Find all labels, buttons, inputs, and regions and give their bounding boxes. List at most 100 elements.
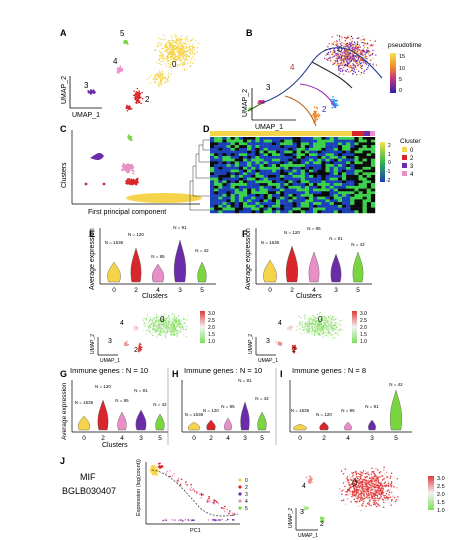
heatmap-cell xyxy=(333,177,339,181)
umap-b-point xyxy=(341,52,344,54)
umap-b-point xyxy=(314,110,317,113)
umap-f-point xyxy=(324,334,326,336)
heatmap-cell xyxy=(333,196,339,200)
heatmap-cell xyxy=(362,202,367,205)
umap-a-point xyxy=(186,68,188,70)
heatmap-cell xyxy=(247,183,252,186)
umap-f-tick-4: 1.0 xyxy=(360,339,367,345)
umap-a-point xyxy=(184,62,186,64)
heatmap-cell xyxy=(271,196,277,200)
umap-e-point xyxy=(133,327,135,329)
heatmap-cell xyxy=(210,139,215,143)
heatmap-cell xyxy=(251,188,256,192)
umap-a-point xyxy=(173,48,175,51)
heatmap-cell xyxy=(271,161,277,165)
panel-c-cluster-3-violin xyxy=(90,152,104,160)
heatmap-cell xyxy=(346,199,351,203)
umap-j-point xyxy=(373,486,376,488)
umap-a-point xyxy=(157,76,160,78)
umap-a-point xyxy=(146,78,148,81)
umap-f-point xyxy=(302,325,304,328)
umap-f-point xyxy=(318,325,320,327)
heatmap-cell xyxy=(313,199,318,203)
heatmap-cell xyxy=(271,137,277,140)
umap-j-point xyxy=(373,491,375,494)
heatmap-cell xyxy=(317,196,322,200)
heatmap-cell xyxy=(350,147,355,151)
n-label: N = 120 xyxy=(284,230,300,235)
heatmap-cell xyxy=(214,191,219,195)
umap-f-point xyxy=(318,313,321,315)
heatmap-cell xyxy=(300,191,306,195)
umap-a-point xyxy=(160,83,163,85)
umap-e-point xyxy=(142,318,144,320)
n-label: N = 120 xyxy=(316,412,332,417)
heatmap-cell xyxy=(325,207,330,211)
umap-j-point xyxy=(361,487,363,489)
heatmap-cell xyxy=(214,166,219,170)
umap-b-point xyxy=(340,59,342,61)
umap-f-point xyxy=(320,318,322,320)
heatmap-cell xyxy=(329,180,334,184)
heatmap-cell xyxy=(313,210,318,214)
heatmap-cell xyxy=(214,185,219,189)
heatmap-cell xyxy=(247,147,252,151)
umap-a-point xyxy=(185,47,188,50)
umap-e-point xyxy=(154,325,157,327)
heatmap-cell xyxy=(296,147,301,151)
umap-b-point xyxy=(362,38,364,41)
umap-a-point xyxy=(178,47,180,50)
umap-b-point xyxy=(355,68,358,71)
heatmap-cell xyxy=(222,210,227,214)
heatmap-cell xyxy=(296,166,301,170)
heatmap-cell xyxy=(296,185,301,189)
umap-b-point xyxy=(333,59,335,61)
umap-f-point xyxy=(294,348,296,350)
umap-a-point xyxy=(160,73,162,75)
heatmap-cell xyxy=(317,180,322,184)
umap-a-point xyxy=(160,55,162,57)
heatmap-cell xyxy=(317,207,322,211)
umap-e-point xyxy=(146,333,148,335)
umap-j-point xyxy=(349,491,351,494)
umap-f-point xyxy=(332,326,334,329)
umap-e-point xyxy=(162,325,164,327)
heatmap-cell xyxy=(243,194,248,197)
umap-f-point xyxy=(304,321,306,323)
umap-f-point xyxy=(295,329,298,331)
heatmap-cell xyxy=(222,194,227,197)
umap-b-point xyxy=(354,66,357,68)
heatmap-cell xyxy=(271,172,277,176)
heatmap-cell xyxy=(342,202,347,205)
umap-j-point xyxy=(347,489,350,492)
heatmap-cell xyxy=(259,161,264,165)
umap-a-point xyxy=(191,62,194,65)
umap-j-point xyxy=(349,476,352,478)
heatmap-cell xyxy=(354,185,359,189)
umap-e-point xyxy=(174,316,176,318)
n-label: N = 1636 xyxy=(185,412,204,417)
umap-j-point xyxy=(379,471,382,473)
umap-f-point xyxy=(340,323,342,325)
heatmap-cell xyxy=(354,204,359,208)
heatmap-cell xyxy=(292,199,297,203)
umap-a-point xyxy=(168,57,170,59)
heatmap-cell xyxy=(226,172,231,176)
heatmap-cell xyxy=(280,153,285,157)
umap-b-point xyxy=(340,61,342,64)
heatmap-cell xyxy=(226,188,231,192)
umap-j-point xyxy=(393,485,395,488)
heatmap-cell xyxy=(300,158,306,162)
heatmap-cell xyxy=(333,204,339,208)
pseudotime-tick-15: 15 xyxy=(399,54,405,60)
panel-c-point xyxy=(131,180,134,183)
n-label: N = 42 xyxy=(351,242,365,247)
heatmap-cell xyxy=(251,183,256,186)
heatmap-cell xyxy=(329,169,334,173)
umap-e-point xyxy=(155,328,158,330)
heatmap-cell xyxy=(210,137,215,140)
umap-a-point xyxy=(173,66,175,68)
panel-c-point xyxy=(127,134,130,137)
umap-a-point xyxy=(189,61,192,63)
